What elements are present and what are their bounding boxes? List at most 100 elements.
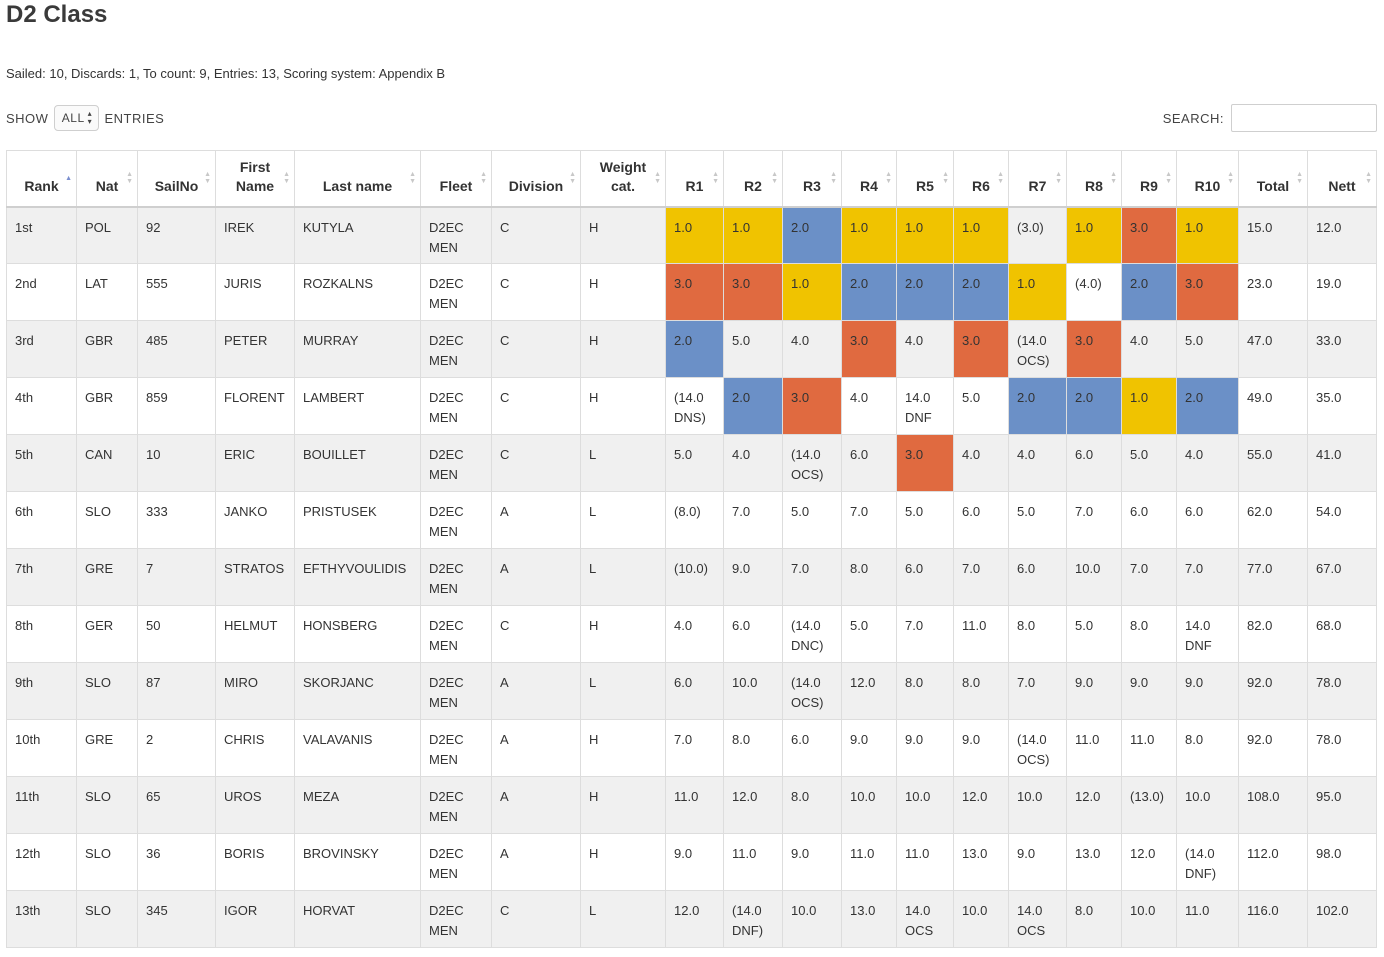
race-result-cell-r4: 4.0	[841, 377, 897, 435]
column-header-r1[interactable]: R1 ▲ ▼	[665, 150, 724, 208]
race-result-cell-r8: 10.0	[1066, 548, 1122, 606]
column-header-fleet[interactable]: Fleet ▲ ▼	[420, 150, 492, 208]
column-header-total[interactable]: Total ▲ ▼	[1238, 150, 1308, 208]
first-name-cell: ERIC	[215, 434, 295, 492]
column-header-label: R8	[1085, 177, 1103, 194]
nett-cell: 35.0	[1307, 377, 1377, 435]
search-input[interactable]	[1231, 104, 1377, 132]
column-header-r2[interactable]: R2 ▲ ▼	[723, 150, 783, 208]
sort-arrows-icon: ▲ ▼	[283, 171, 290, 185]
column-header-sailno[interactable]: SailNo ▲ ▼	[137, 150, 216, 208]
weight-cell: H	[580, 320, 666, 378]
race-result-cell-r1: 1.0	[665, 206, 724, 264]
sailno-cell: 7	[137, 548, 216, 606]
race-result-cell-r6: 11.0	[953, 605, 1009, 663]
race-result-cell-r6: 12.0	[953, 776, 1009, 834]
weight-cell: L	[580, 434, 666, 492]
race-result-cell-r9: 2.0	[1121, 263, 1177, 321]
total-cell: 82.0	[1238, 605, 1308, 663]
race-result-cell-r9: 12.0	[1121, 833, 1177, 891]
results-table: Rank ▲ Nat ▲ ▼ SailNo ▲ ▼ First Name ▲ ▼ Last name ▲…	[6, 150, 1377, 948]
column-header-label: Rank	[24, 177, 59, 194]
race-result-cell-r5: 9.0	[896, 719, 954, 777]
first-name-cell: FLORENT	[215, 377, 295, 435]
race-result-cell-r3: 7.0	[782, 548, 842, 606]
column-header-r6[interactable]: R6 ▲ ▼	[953, 150, 1009, 208]
race-result-cell-r8: 3.0	[1066, 320, 1122, 378]
sort-arrows-icon: ▲ ▼	[997, 171, 1004, 185]
column-header-r9[interactable]: R9 ▲ ▼	[1121, 150, 1177, 208]
sailno-cell: 345	[137, 890, 216, 948]
total-cell: 108.0	[1238, 776, 1308, 834]
table-row: 1st POL 92 IREK KUTYLA D2EC MEN C H 1.0 1.0 2.0 1.0…	[6, 206, 1377, 264]
column-header-r10[interactable]: R10 ▲ ▼	[1176, 150, 1239, 208]
race-result-cell-r6: 1.0	[953, 206, 1009, 264]
entries-select[interactable]: ALL ▴ ▾	[54, 105, 100, 131]
race-result-cell-r8: 6.0	[1066, 434, 1122, 492]
race-result-cell-r8: 2.0	[1066, 377, 1122, 435]
column-header-nett[interactable]: Nett ▲ ▼	[1307, 150, 1377, 208]
race-result-cell-r5: 14.0 OCS	[896, 890, 954, 948]
fleet-cell: D2EC MEN	[420, 833, 492, 891]
column-header-label: First Name	[235, 158, 275, 194]
race-result-cell-r2: 1.0	[723, 206, 783, 264]
race-result-cell-r9: 5.0	[1121, 434, 1177, 492]
rank-cell: 3rd	[6, 320, 77, 378]
column-header-r5[interactable]: R5 ▲ ▼	[896, 150, 954, 208]
last-name-cell: MURRAY	[294, 320, 421, 378]
nett-cell: 54.0	[1307, 491, 1377, 549]
sort-arrows-icon: ▲ ▼	[569, 171, 576, 185]
fleet-cell: D2EC MEN	[420, 662, 492, 720]
race-result-cell-r9: 11.0	[1121, 719, 1177, 777]
column-header-nat[interactable]: Nat ▲ ▼	[76, 150, 138, 208]
last-name-cell: BOUILLET	[294, 434, 421, 492]
column-header-last-name[interactable]: Last name ▲ ▼	[294, 150, 421, 208]
race-result-cell-r1: 7.0	[665, 719, 724, 777]
weight-cell: L	[580, 491, 666, 549]
sailno-cell: 65	[137, 776, 216, 834]
column-header-label: SailNo	[154, 177, 199, 194]
column-header-rank[interactable]: Rank ▲	[6, 150, 77, 208]
race-result-cell-r9: 1.0	[1121, 377, 1177, 435]
column-header-weight-cat[interactable]: Weight cat. ▲ ▼	[580, 150, 666, 208]
race-result-cell-r8: 11.0	[1066, 719, 1122, 777]
race-result-cell-r7: (14.0 OCS)	[1008, 719, 1067, 777]
sort-arrows-icon: ▲	[65, 175, 72, 182]
race-result-cell-r4: 7.0	[841, 491, 897, 549]
race-result-cell-r3: 9.0	[782, 833, 842, 891]
race-result-cell-r7: 10.0	[1008, 776, 1067, 834]
column-header-r7[interactable]: R7 ▲ ▼	[1008, 150, 1067, 208]
nat-cell: SLO	[76, 491, 138, 549]
column-header-division[interactable]: Division ▲ ▼	[491, 150, 581, 208]
nett-cell: 78.0	[1307, 719, 1377, 777]
first-name-cell: IREK	[215, 206, 295, 264]
division-cell: A	[491, 719, 581, 777]
fleet-cell: D2EC MEN	[420, 320, 492, 378]
first-name-cell: IGOR	[215, 890, 295, 948]
first-name-cell: JURIS	[215, 263, 295, 321]
rank-cell: 1st	[6, 206, 77, 264]
column-header-r8[interactable]: R8 ▲ ▼	[1066, 150, 1122, 208]
weight-cell: H	[580, 377, 666, 435]
race-result-cell-r3: 4.0	[782, 320, 842, 378]
column-header-r3[interactable]: R3 ▲ ▼	[782, 150, 842, 208]
nat-cell: SLO	[76, 890, 138, 948]
weight-cell: L	[580, 662, 666, 720]
nett-cell: 98.0	[1307, 833, 1377, 891]
column-header-first-name[interactable]: First Name ▲ ▼	[215, 150, 295, 208]
race-result-cell-r6: 9.0	[953, 719, 1009, 777]
table-row: 5th CAN 10 ERIC BOUILLET D2EC MEN C L 5.0 4.0 (14.…	[6, 434, 1377, 492]
division-cell: C	[491, 206, 581, 264]
race-result-cell-r1: 6.0	[665, 662, 724, 720]
rank-cell: 4th	[6, 377, 77, 435]
rank-cell: 5th	[6, 434, 77, 492]
race-result-cell-r3: (14.0 OCS)	[782, 434, 842, 492]
column-header-r4[interactable]: R4 ▲ ▼	[841, 150, 897, 208]
sort-arrows-icon: ▲ ▼	[1055, 171, 1062, 185]
nat-cell: GRE	[76, 548, 138, 606]
weight-cell: L	[580, 890, 666, 948]
column-header-label: R1	[685, 177, 704, 194]
race-result-cell-r9: 8.0	[1121, 605, 1177, 663]
nat-cell: GRE	[76, 719, 138, 777]
